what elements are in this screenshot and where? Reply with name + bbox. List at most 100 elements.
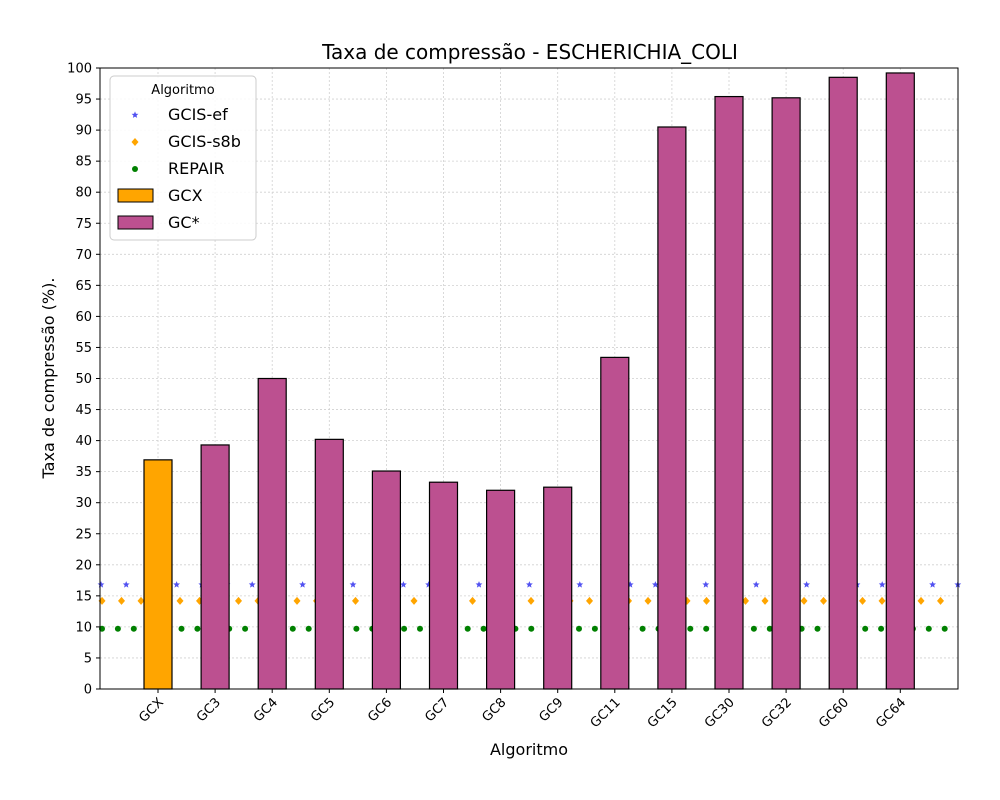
marker-gcis-s8b bbox=[293, 596, 301, 605]
x-tick-label: GC60 bbox=[816, 695, 852, 731]
y-tick-label: 45 bbox=[75, 403, 92, 418]
marker-repair bbox=[305, 625, 312, 632]
bar-gc32 bbox=[771, 97, 801, 690]
marker-repair bbox=[750, 625, 757, 632]
marker-repair bbox=[925, 625, 932, 632]
marker-gcis-ef bbox=[97, 581, 105, 588]
y-tick-label: 75 bbox=[75, 217, 92, 232]
marker-repair bbox=[687, 625, 694, 632]
legend: Algoritmo GCIS-ef GCIS-s8b REPAIR GCX GC* bbox=[109, 75, 257, 241]
bar-gc3 bbox=[200, 444, 230, 690]
marker-gcis-s8b bbox=[820, 596, 827, 605]
bar-gc7 bbox=[428, 481, 459, 690]
x-tick-label: GC64 bbox=[873, 695, 909, 731]
marker-repair bbox=[464, 625, 471, 632]
x-tick-label: GC30 bbox=[702, 695, 738, 731]
marker-gcis-s8b bbox=[703, 596, 710, 605]
marker-repair bbox=[194, 625, 201, 632]
x-tick-label: GCX bbox=[136, 695, 167, 726]
y-tick-label: 10 bbox=[75, 620, 92, 635]
marker-gcis-ef bbox=[929, 581, 937, 588]
legend-label: GCIS-s8b bbox=[168, 132, 241, 151]
legend-swatch-gcx bbox=[117, 188, 154, 203]
legend-label: GC* bbox=[168, 213, 200, 232]
marker-repair bbox=[814, 625, 821, 632]
y-axis-ticks: 0 5 10 15 20 25 30 35 40 45 50 55 60 65 70 75 80 85 90 95 10… bbox=[67, 62, 100, 698]
legend-swatch-gc* bbox=[117, 215, 154, 230]
x-tick-label: GC4 bbox=[251, 695, 281, 725]
marker-gcis-ef bbox=[651, 581, 659, 588]
x-tick-label: GC6 bbox=[365, 695, 395, 725]
marker-gcis-s8b bbox=[761, 596, 769, 605]
marker-repair bbox=[178, 625, 185, 632]
marker-repair bbox=[528, 625, 535, 632]
marker-repair bbox=[639, 625, 646, 632]
legend-label: GCIS-ef bbox=[168, 105, 228, 124]
bar-gc4 bbox=[257, 377, 287, 690]
marker-repair bbox=[242, 625, 249, 632]
marker-gcis-s8b bbox=[878, 596, 886, 605]
marker-repair bbox=[591, 625, 598, 632]
marker-repair bbox=[130, 625, 137, 632]
marker-repair bbox=[878, 625, 885, 632]
x-tick-label: GC11 bbox=[588, 695, 624, 731]
legend-label: GCX bbox=[168, 186, 203, 205]
bars bbox=[143, 72, 915, 690]
marker-gcis-s8b bbox=[937, 596, 944, 605]
marker-gcis-ef bbox=[299, 581, 307, 588]
y-tick-label: 40 bbox=[75, 434, 92, 449]
y-tick-label: 80 bbox=[75, 186, 92, 201]
bar-gc30 bbox=[714, 95, 744, 690]
bar-gc9 bbox=[543, 486, 573, 690]
x-tick-label: GC32 bbox=[759, 695, 795, 731]
bar-gc60 bbox=[828, 76, 858, 690]
y-tick-label: 50 bbox=[75, 372, 92, 387]
y-tick-label: 0 bbox=[84, 683, 92, 698]
marker-gcis-s8b bbox=[586, 596, 593, 605]
marker-gcis-ef bbox=[349, 581, 357, 588]
legend-marker-gcis-ef bbox=[131, 111, 139, 118]
y-tick-label: 35 bbox=[75, 465, 92, 480]
y-tick-label: 95 bbox=[75, 93, 92, 108]
y-tick-label: 20 bbox=[75, 558, 92, 573]
marker-repair bbox=[862, 625, 869, 632]
bar-gc5 bbox=[314, 438, 344, 690]
legend-label: REPAIR bbox=[168, 159, 225, 178]
y-tick-label: 65 bbox=[75, 279, 92, 294]
bar-gc11 bbox=[600, 356, 630, 690]
x-tick-label: GC8 bbox=[479, 695, 509, 725]
marker-gcis-s8b bbox=[469, 596, 476, 605]
marker-gcis-ef bbox=[702, 581, 710, 588]
marker-gcis-s8b bbox=[917, 596, 925, 605]
marker-gcis-s8b bbox=[859, 596, 866, 605]
bar-gc15 bbox=[657, 126, 687, 690]
marker-gcis-s8b bbox=[527, 596, 535, 605]
marker-gcis-s8b bbox=[137, 596, 145, 605]
y-tick-label: 5 bbox=[84, 651, 92, 666]
y-tick-label: 70 bbox=[75, 248, 92, 263]
legend-marker-repair bbox=[132, 166, 138, 172]
x-tick-label: GC3 bbox=[194, 695, 224, 725]
y-tick-label: 85 bbox=[75, 155, 92, 170]
marker-gcis-ef bbox=[803, 581, 811, 588]
y-tick-label: 30 bbox=[75, 496, 92, 511]
y-axis-label: Taxa de compressão (%). bbox=[39, 278, 58, 480]
marker-repair bbox=[114, 625, 121, 632]
marker-gcis-ef bbox=[475, 581, 483, 588]
marker-gcis-s8b bbox=[800, 596, 808, 605]
marker-repair bbox=[480, 625, 487, 632]
marker-gcis-s8b bbox=[742, 596, 749, 605]
marker-gcis-ef bbox=[752, 581, 760, 588]
bar-gc6 bbox=[371, 470, 401, 690]
marker-repair bbox=[703, 625, 710, 632]
y-tick-label: 60 bbox=[75, 310, 92, 325]
x-axis-ticks: GCX GC3 GC4 GC5 GC6 GC7 GC8 GC9 GC11 GC15 GC30 GC32… bbox=[136, 689, 909, 731]
marker-gcis-ef bbox=[878, 581, 886, 588]
marker-repair bbox=[417, 625, 423, 632]
x-tick-label: GC7 bbox=[422, 695, 452, 725]
bar-gcx bbox=[143, 459, 173, 690]
x-axis-label: Algoritmo bbox=[490, 740, 568, 759]
legend-marker-gcis-s8b bbox=[131, 138, 139, 146]
marker-repair bbox=[576, 625, 582, 632]
x-tick-label: GC9 bbox=[537, 695, 567, 725]
